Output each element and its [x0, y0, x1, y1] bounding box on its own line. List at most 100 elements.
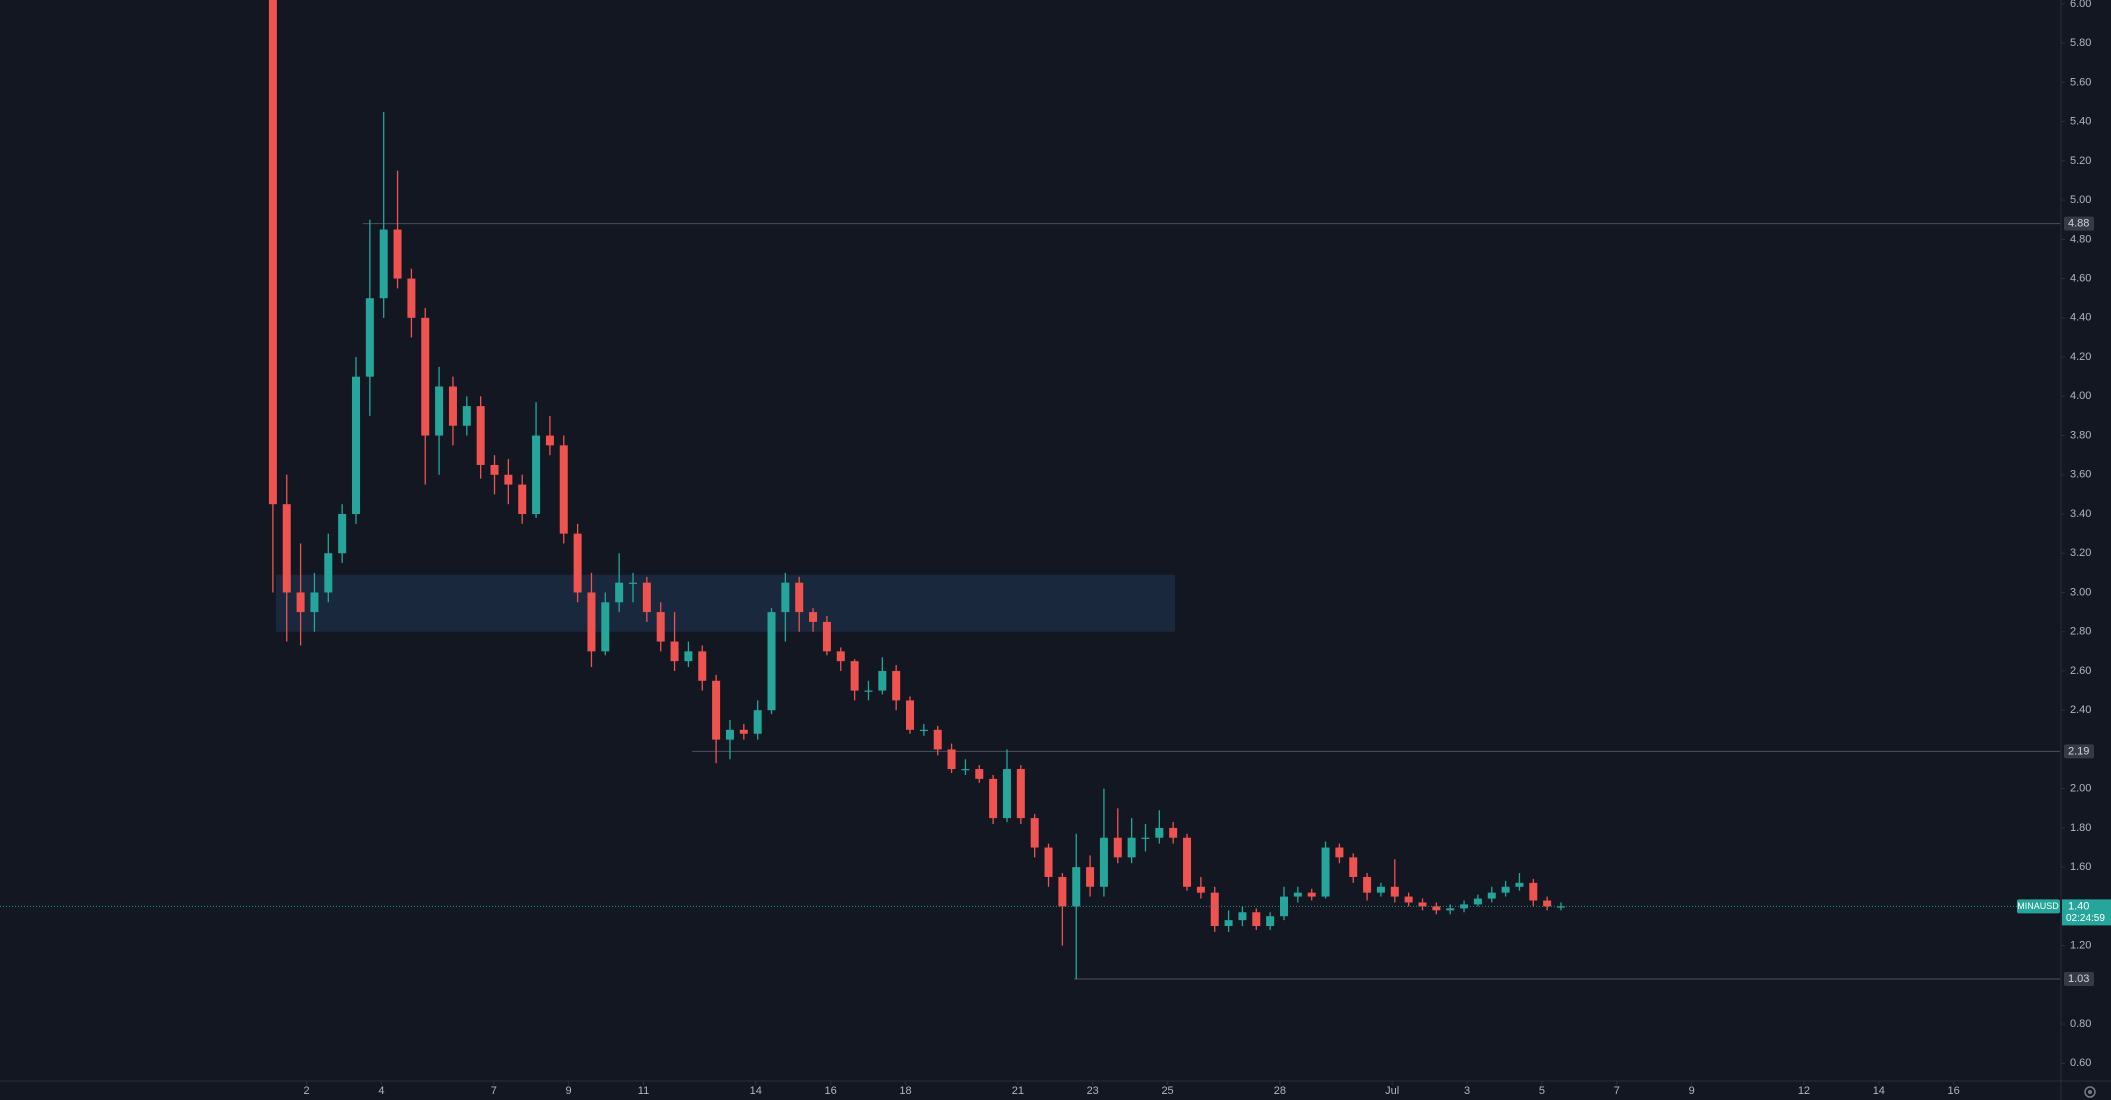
candle-body — [1404, 896, 1413, 903]
last-price-box — [2062, 899, 2111, 926]
x-tick-label: 5 — [1539, 1085, 1545, 1097]
y-tick-label: 1.60 — [2070, 861, 2091, 873]
x-tick-label: 3 — [1464, 1085, 1470, 1097]
candle-body — [892, 670, 901, 701]
candle-body — [393, 229, 402, 279]
candle-body — [712, 680, 721, 740]
candle-body — [1473, 898, 1482, 905]
candle-body — [864, 690, 873, 692]
candle-body — [961, 769, 970, 771]
y-tick-label: 2.00 — [2070, 783, 2091, 795]
candle-body — [836, 651, 845, 662]
candle-body — [642, 582, 651, 613]
settings-icon[interactable] — [2084, 1086, 2096, 1098]
candle-body — [795, 582, 804, 613]
candle-body — [518, 484, 527, 515]
candle-body — [587, 592, 596, 652]
candle-body — [1557, 906, 1566, 908]
candle-body — [1030, 818, 1039, 848]
candle-body — [1002, 769, 1011, 819]
candle-body — [975, 769, 984, 779]
candle-body — [1543, 900, 1552, 907]
x-tick-label: Jul — [1385, 1085, 1399, 1097]
candle-body — [822, 621, 831, 652]
zone-box — [275, 574, 1176, 632]
candle-body — [1044, 847, 1053, 877]
candle-body — [296, 592, 305, 613]
y-tick-label: 2.80 — [2070, 626, 2091, 638]
y-tick-label: 3.00 — [2070, 586, 2091, 598]
plot-area — [0, 0, 2060, 980]
candle-body — [739, 729, 748, 734]
x-tick-label: 9 — [1689, 1085, 1695, 1097]
candle-body — [1266, 916, 1275, 927]
x-tick-label: 16 — [825, 1085, 837, 1097]
candle-body — [670, 641, 679, 662]
candle-body — [365, 298, 374, 377]
candle-body — [1279, 896, 1288, 917]
candle-body — [1376, 886, 1385, 893]
candle-body — [1169, 827, 1178, 838]
candle-body — [615, 582, 624, 603]
candle-body — [878, 670, 887, 691]
candle-body — [1487, 892, 1496, 899]
x-tick-label: 9 — [566, 1085, 572, 1097]
symbol-label: MINAUSD — [2017, 901, 2059, 911]
candle-body — [462, 406, 471, 426]
level-label: 4.88 — [2068, 218, 2089, 230]
candle-body — [1501, 886, 1510, 893]
candle-body — [656, 612, 665, 642]
y-tick-label: 1.20 — [2070, 940, 2091, 952]
candle-body — [573, 533, 582, 593]
y-tick-label: 4.20 — [2070, 351, 2091, 363]
y-tick-label: 5.60 — [2070, 76, 2091, 88]
candle-body — [1335, 847, 1344, 858]
x-tick-label: 28 — [1274, 1085, 1286, 1097]
x-tick-label: 14 — [1873, 1085, 1885, 1097]
candle-body — [1418, 902, 1427, 907]
candle-body — [1016, 769, 1025, 819]
candle-body — [1072, 867, 1081, 907]
y-tick-label: 3.60 — [2070, 469, 2091, 481]
candle-body — [476, 406, 485, 465]
candle-body — [379, 229, 388, 299]
candle-body — [1224, 920, 1233, 927]
level-label: 2.19 — [2068, 745, 2089, 757]
x-tick-label: 4 — [378, 1085, 384, 1097]
candle-body — [1155, 827, 1164, 838]
candle-body — [906, 700, 915, 730]
x-tick-label: 16 — [1948, 1085, 1960, 1097]
candle-body — [1058, 876, 1067, 907]
x-tick-label: 21 — [1012, 1085, 1024, 1097]
candle-body — [1307, 892, 1316, 897]
y-tick-label: 4.60 — [2070, 272, 2091, 284]
candle-body — [1238, 912, 1247, 921]
candle-body — [435, 386, 444, 436]
x-tick-label: 23 — [1087, 1085, 1099, 1097]
symbol-label-box — [2017, 899, 2060, 914]
x-tick-label: 18 — [899, 1085, 911, 1097]
candle-body — [629, 582, 638, 584]
axes: 6.00 5.80 5.60 5.40 5.20 5.00 4.80 4.60 4.40 4.20… — [304, 0, 2111, 1097]
candle-body — [1183, 837, 1192, 887]
x-tick-label: 2 — [304, 1085, 310, 1097]
x-tick-label: 14 — [750, 1085, 762, 1097]
candle-body — [989, 778, 998, 819]
y-tick-label: 2.60 — [2070, 665, 2091, 677]
candle-body — [850, 661, 859, 691]
candle-body — [545, 435, 554, 446]
last-price-label: 1.40 — [2068, 900, 2089, 912]
y-tick-label: 4.40 — [2070, 312, 2091, 324]
candle-body — [268, 0, 277, 505]
y-tick-label: 5.40 — [2070, 116, 2091, 128]
x-tick-label: 7 — [1614, 1085, 1620, 1097]
level-label-box — [2064, 744, 2094, 759]
candle-body — [809, 612, 818, 622]
candle-body — [1390, 886, 1399, 897]
candle-body — [310, 592, 319, 613]
candle-body — [1113, 837, 1122, 858]
candle-body — [282, 504, 291, 593]
y-tick-label: 3.80 — [2070, 429, 2091, 441]
